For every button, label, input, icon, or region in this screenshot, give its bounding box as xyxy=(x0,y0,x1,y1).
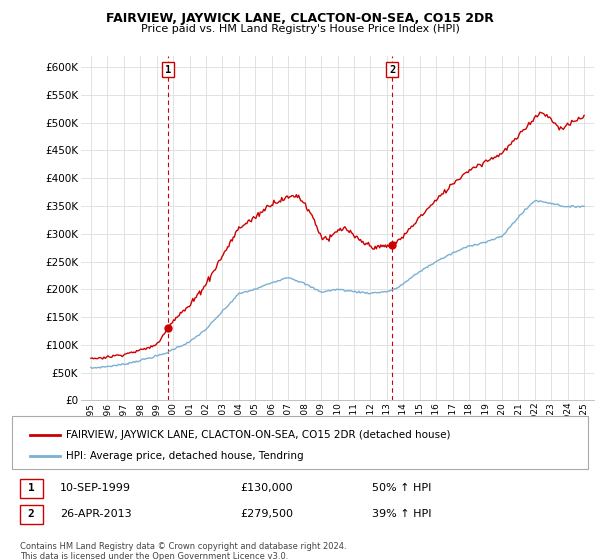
Text: 39% ↑ HPI: 39% ↑ HPI xyxy=(372,509,431,519)
Text: HPI: Average price, detached house, Tendring: HPI: Average price, detached house, Tend… xyxy=(66,451,304,461)
Text: 2: 2 xyxy=(28,509,35,519)
Text: £130,000: £130,000 xyxy=(240,483,293,493)
Text: Contains HM Land Registry data © Crown copyright and database right 2024.
This d: Contains HM Land Registry data © Crown c… xyxy=(20,542,346,560)
Text: FAIRVIEW, JAYWICK LANE, CLACTON-ON-SEA, CO15 2DR: FAIRVIEW, JAYWICK LANE, CLACTON-ON-SEA, … xyxy=(106,12,494,25)
Text: 50% ↑ HPI: 50% ↑ HPI xyxy=(372,483,431,493)
Text: 2: 2 xyxy=(389,64,395,74)
Text: £279,500: £279,500 xyxy=(240,509,293,519)
Text: FAIRVIEW, JAYWICK LANE, CLACTON-ON-SEA, CO15 2DR (detached house): FAIRVIEW, JAYWICK LANE, CLACTON-ON-SEA, … xyxy=(66,430,451,440)
Text: 10-SEP-1999: 10-SEP-1999 xyxy=(60,483,131,493)
Text: Price paid vs. HM Land Registry's House Price Index (HPI): Price paid vs. HM Land Registry's House … xyxy=(140,24,460,34)
Text: 26-APR-2013: 26-APR-2013 xyxy=(60,509,131,519)
Text: 1: 1 xyxy=(165,64,171,74)
Text: 1: 1 xyxy=(28,483,35,493)
